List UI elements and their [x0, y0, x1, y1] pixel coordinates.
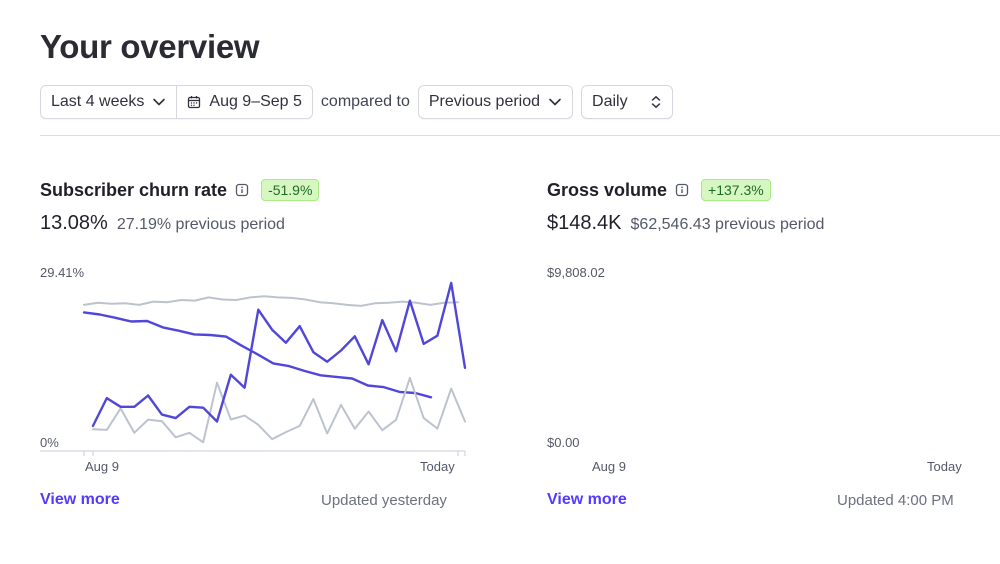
filter-bar: Last 4 weeks Aug 9–Sep 5 compared to Pre…	[40, 85, 673, 119]
y-axis-min-label: 0%	[40, 435, 59, 450]
interval-select[interactable]: Daily	[581, 85, 673, 119]
y-axis-max-label: 29.41%	[40, 265, 85, 280]
chevron-down-icon	[548, 95, 562, 109]
metric-row: 13.08% 27.19% previous period	[40, 212, 285, 235]
date-range-group: Last 4 weeks Aug 9–Sep 5	[40, 85, 313, 119]
card-title: Subscriber churn rate	[40, 179, 228, 200]
x-axis-start-label: Aug 9	[85, 459, 119, 474]
x-axis-end-label: Today	[420, 459, 455, 474]
date-range-label: Aug 9–Sep 5	[209, 93, 302, 110]
compare-period-label: Previous period	[428, 93, 541, 110]
previous-period-line	[83, 295, 459, 307]
change-badge: -51.9%	[261, 179, 320, 201]
previous-period-line	[92, 377, 466, 444]
range-preset-select[interactable]: Last 4 weeks	[41, 86, 177, 118]
compare-period-select[interactable]: Previous period	[417, 85, 574, 119]
current-period-line	[82, 311, 433, 399]
previous-period-value: 27.19% previous period	[116, 216, 285, 233]
card-title: Gross volume	[547, 179, 668, 200]
x-axis-start-label: Aug 9	[592, 459, 626, 474]
card-header: Gross volume +137.3%	[547, 179, 771, 201]
chevron-up-down-icon	[650, 95, 662, 109]
header-divider	[40, 135, 1000, 136]
chevron-down-icon	[152, 95, 166, 109]
metric-row: $148.4K $62,546.43 previous period	[547, 212, 824, 235]
updated-text: Updated yesterday	[321, 492, 447, 509]
page-title: Your overview	[40, 28, 260, 65]
calendar-icon	[187, 95, 201, 109]
change-badge: +137.3%	[701, 179, 771, 201]
updated-text: Updated 4:00 PM	[837, 492, 954, 509]
gross-volume-chart	[47, 281, 467, 456]
view-more-link[interactable]: View more	[40, 491, 120, 508]
x-axis-end-label: Today	[927, 459, 962, 474]
metric-value: 13.08%	[40, 212, 108, 234]
metric-value: $148.4K	[547, 212, 622, 234]
date-range-picker[interactable]: Aug 9–Sep 5	[176, 86, 312, 118]
range-preset-label: Last 4 weeks	[51, 93, 145, 110]
previous-period-value: $62,546.43 previous period	[630, 216, 825, 233]
card-header: Subscriber churn rate -51.9%	[40, 179, 320, 201]
info-icon[interactable]	[675, 183, 689, 197]
current-period-line	[91, 281, 467, 428]
view-more-link[interactable]: View more	[547, 491, 627, 508]
y-axis-min-label: $0.00	[547, 435, 580, 450]
y-axis-max-label: $9,808.02	[547, 265, 605, 280]
interval-label: Daily	[592, 93, 628, 110]
compared-to-text: compared to	[320, 93, 410, 110]
info-icon[interactable]	[235, 183, 249, 197]
